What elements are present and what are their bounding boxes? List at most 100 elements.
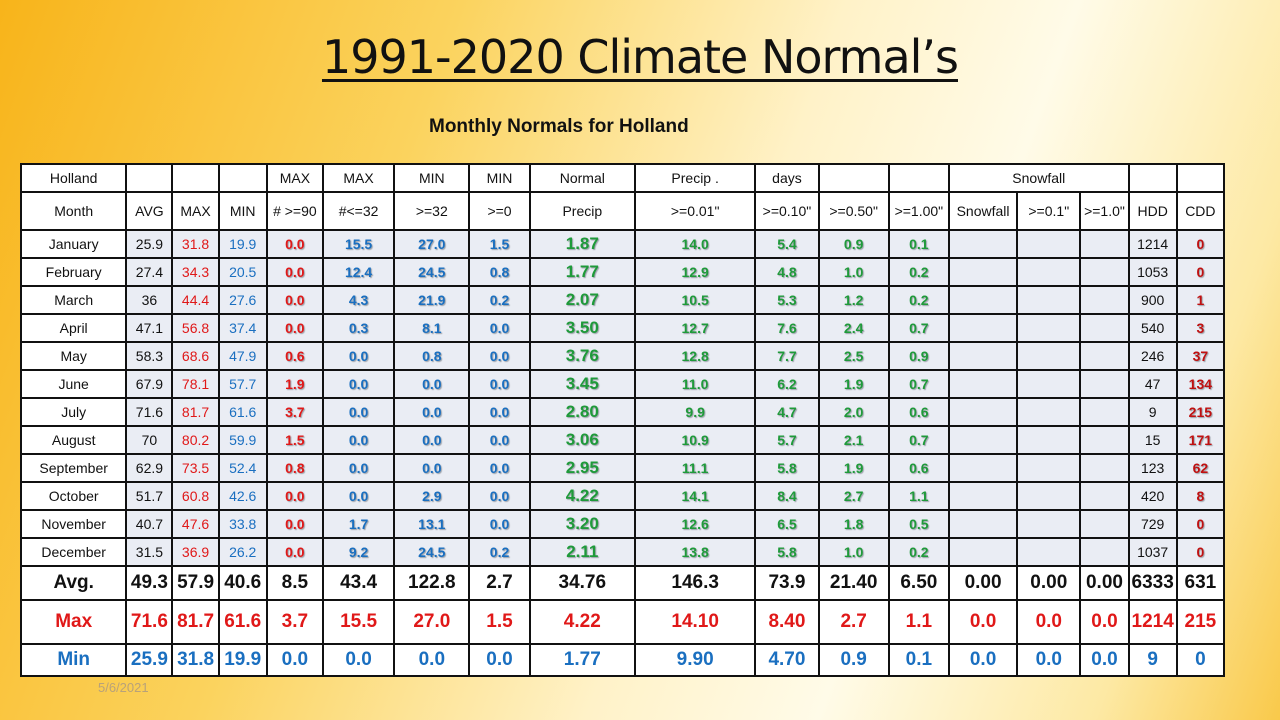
month-label: May	[19, 341, 128, 371]
summary-cell: 0.0	[1016, 643, 1082, 677]
header-cell	[1175, 163, 1226, 193]
month-label: April	[19, 313, 128, 343]
data-cell-s10	[1079, 285, 1130, 315]
month-label: August	[19, 425, 128, 455]
data-cell-l32: 0.0	[321, 397, 396, 427]
data-cell-l32: 0.3	[321, 313, 396, 343]
table-row: March 36 44.4 27.6 0.0 4.3 21.9 0.2 2.07 10.5 5.3 1…	[19, 285, 1226, 315]
data-cell-g90: 0.0	[265, 257, 324, 287]
data-cell-p50: 1.0	[817, 257, 890, 287]
data-cell-n0: 0.0	[468, 481, 531, 511]
summary-cell: 1.1	[887, 599, 950, 645]
data-cell-max: 31.8	[171, 229, 220, 259]
summary-cell: 0	[1175, 643, 1226, 677]
header-row-2: Month AVG MAX MIN # >=90 #<=32 >=32 >=0 …	[19, 191, 1226, 231]
data-cell-p100: 0.7	[887, 369, 950, 399]
header-cell	[171, 163, 220, 193]
data-cell-p50: 1.0	[817, 537, 890, 567]
data-cell-g90: 0.0	[265, 229, 324, 259]
data-cell-g90: 0.0	[265, 285, 324, 315]
data-cell-snow	[947, 285, 1019, 315]
data-cell-precip: 3.06	[528, 425, 636, 455]
summary-cell: 2.7	[468, 565, 531, 601]
data-cell-p50: 0.9	[817, 229, 890, 259]
data-cell-p100: 1.1	[887, 481, 950, 511]
data-cell-cdd: 134	[1175, 369, 1226, 399]
table-row: August 70 80.2 59.9 1.5 0.0 0.0 0.0 3.06 10.9 5.7 2…	[19, 425, 1226, 455]
data-cell-g90: 0.0	[265, 537, 324, 567]
header-cell: days	[754, 163, 820, 193]
data-cell-max: 80.2	[171, 425, 220, 455]
data-cell-avg: 70	[125, 425, 174, 455]
data-cell-hdd: 1053	[1127, 257, 1178, 287]
summary-cell: 0.1	[887, 643, 950, 677]
data-cell-s10	[1079, 397, 1130, 427]
data-cell-l32: 9.2	[321, 537, 396, 567]
data-cell-hdd: 246	[1127, 341, 1178, 371]
data-cell-snow	[947, 229, 1019, 259]
data-cell-min: 47.9	[217, 341, 268, 371]
table-subtitle: Monthly Normals for Holland	[429, 116, 689, 137]
summary-cell: 0.00	[947, 565, 1019, 601]
header-cell: Snowfall	[947, 191, 1019, 231]
summary-cell: 0.0	[265, 643, 324, 677]
summary-cell: 3.7	[265, 599, 324, 645]
data-cell-p10: 5.8	[754, 453, 820, 483]
data-cell-p50: 1.8	[817, 509, 890, 539]
data-cell-snow	[947, 537, 1019, 567]
month-label: July	[19, 397, 128, 427]
data-cell-n0: 0.0	[468, 313, 531, 343]
summary-cell: 34.76	[528, 565, 636, 601]
header-cell: MIN	[393, 163, 471, 193]
data-cell-max: 36.9	[171, 537, 220, 567]
data-cell-snow	[947, 369, 1019, 399]
data-cell-max: 81.7	[171, 397, 220, 427]
summary-cell: 57.9	[171, 565, 220, 601]
data-cell-p10: 8.4	[754, 481, 820, 511]
table-row: October 51.7 60.8 42.6 0.0 0.0 2.9 0.0 4.22 14.1 8…	[19, 481, 1226, 511]
data-cell-avg: 71.6	[125, 397, 174, 427]
data-cell-g90: 1.9	[265, 369, 324, 399]
data-cell-s01	[1016, 397, 1082, 427]
header-cell: MAX	[171, 191, 220, 231]
table-row: December 31.5 36.9 26.2 0.0 9.2 24.5 0.2 2.11 13.…	[19, 537, 1226, 567]
summary-cell: 71.6	[125, 599, 174, 645]
data-cell-snow	[947, 481, 1019, 511]
data-cell-s01	[1016, 453, 1082, 483]
data-cell-g90: 1.5	[265, 425, 324, 455]
header-cell: >=32	[393, 191, 471, 231]
data-cell-precip: 2.80	[528, 397, 636, 427]
data-cell-l32: 0.0	[321, 481, 396, 511]
data-cell-p100: 0.9	[887, 341, 950, 371]
data-cell-snow	[947, 453, 1019, 483]
avg-row: Avg. 49.3 57.9 40.6 8.5 43.4 122.8 2.7 34.76 146.…	[19, 565, 1226, 601]
summary-cell: 0.0	[947, 599, 1019, 645]
data-cell-max: 47.6	[171, 509, 220, 539]
data-cell-cdd: 37	[1175, 341, 1226, 371]
data-cell-p01: 12.9	[633, 257, 757, 287]
data-cell-cdd: 0	[1175, 257, 1226, 287]
data-cell-s10	[1079, 229, 1130, 259]
data-cell-n0: 0.0	[468, 341, 531, 371]
data-cell-max: 73.5	[171, 453, 220, 483]
summary-cell: 0.0	[1079, 643, 1130, 677]
summary-cell: 0.0	[321, 643, 396, 677]
data-cell-l32: 1.7	[321, 509, 396, 539]
data-cell-p50: 2.4	[817, 313, 890, 343]
data-cell-max: 60.8	[171, 481, 220, 511]
month-label: September	[19, 453, 128, 483]
summary-cell: 215	[1175, 599, 1226, 645]
data-cell-cdd: 171	[1175, 425, 1226, 455]
table-row: May 58.3 68.6 47.9 0.6 0.0 0.8 0.0 3.76 12.8 7.7 2.…	[19, 341, 1226, 371]
data-cell-p100: 0.5	[887, 509, 950, 539]
data-cell-n32: 24.5	[393, 257, 471, 287]
month-label: October	[19, 481, 128, 511]
table-row: January 25.9 31.8 19.9 0.0 15.5 27.0 1.5 1.87 14.…	[19, 229, 1226, 259]
data-cell-s10	[1079, 257, 1130, 287]
summary-cell: 2.7	[817, 599, 890, 645]
data-cell-l32: 12.4	[321, 257, 396, 287]
slide-title-text: 1991-2020 Climate Normal’s	[321, 30, 959, 84]
data-cell-p50: 2.7	[817, 481, 890, 511]
data-cell-p10: 4.8	[754, 257, 820, 287]
data-cell-p10: 5.3	[754, 285, 820, 315]
